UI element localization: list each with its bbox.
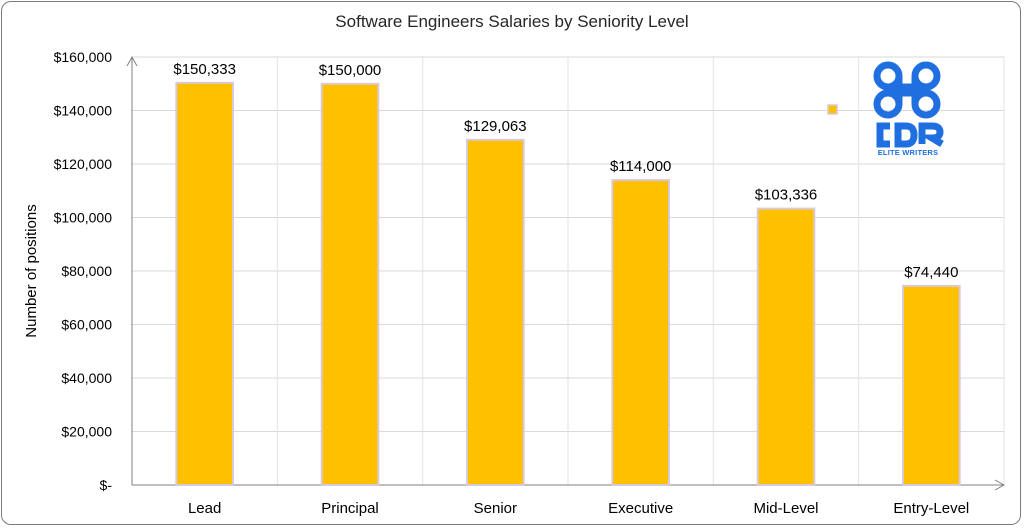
data-label: $150,000 <box>319 62 382 79</box>
y-tick-label: $60,000 <box>61 317 112 333</box>
chart-title: Software Engineers Salaries by Seniority… <box>335 12 689 31</box>
legend-marker <box>827 104 838 115</box>
bar <box>175 81 235 486</box>
y-axis-arrow <box>126 55 138 67</box>
x-tick-label: Senior <box>474 500 517 517</box>
bar <box>756 207 816 486</box>
x-tick-label: Principal <box>321 500 379 517</box>
bar <box>611 179 671 487</box>
y-tick-label: $100,000 <box>54 210 113 226</box>
x-axis-arrow <box>994 479 1006 491</box>
data-label: $114,000 <box>610 158 671 175</box>
data-label: $129,063 <box>464 118 527 135</box>
y-tick-label: $80,000 <box>61 263 112 279</box>
data-label: $103,336 <box>755 187 818 204</box>
bar <box>901 284 961 486</box>
x-tick-label: Lead <box>188 500 221 517</box>
y-tick-label: $160,000 <box>54 49 113 65</box>
y-tick-label: $140,000 <box>54 103 113 119</box>
y-tick-label: $20,000 <box>61 424 112 440</box>
y-tick-label: $40,000 <box>61 370 112 386</box>
y-axis-title: Number of positions <box>23 204 40 337</box>
data-label: $150,333 <box>173 61 236 78</box>
cdr-logo-icon <box>873 61 944 148</box>
x-tick-label: Entry-Level <box>893 500 969 517</box>
bar <box>465 138 525 486</box>
x-tick-label: Mid-Level <box>753 500 818 517</box>
y-tick-label: $120,000 <box>54 156 113 172</box>
data-label: $74,440 <box>904 264 958 281</box>
bar <box>320 82 380 486</box>
logo-subtitle: ELITE WRITERS <box>877 148 939 157</box>
y-tick-label: $- <box>100 477 113 493</box>
x-tick-label: Executive <box>608 500 673 517</box>
